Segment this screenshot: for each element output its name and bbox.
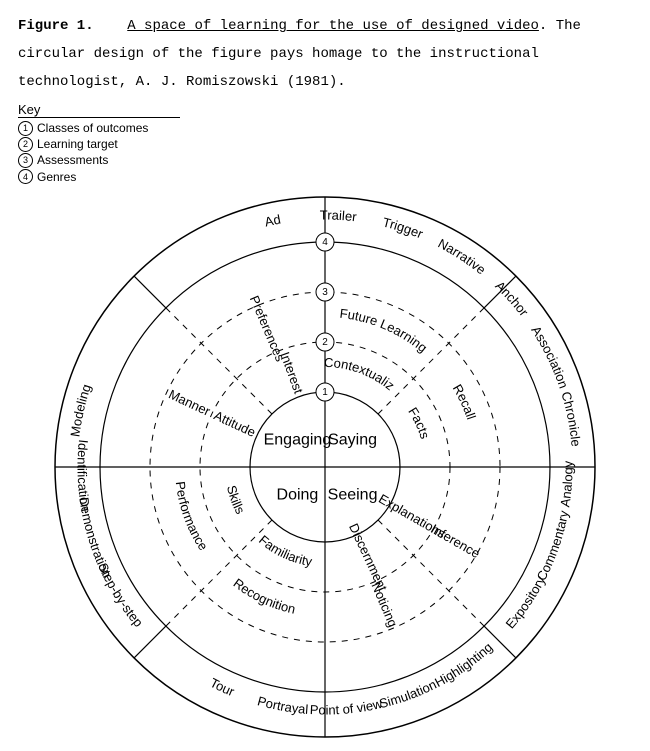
ring3-label: Recognition bbox=[231, 575, 297, 616]
key-item-number: 3 bbox=[18, 153, 33, 168]
key-block: Key 1 Classes of outcomes 2 Learning target… bbox=[18, 102, 632, 185]
figure-title: A space of learning for the use of desig… bbox=[127, 18, 539, 34]
ring4-label: Modeling bbox=[67, 382, 94, 438]
ring4-label: Highlighting bbox=[432, 639, 495, 689]
key-item: 2 Learning target bbox=[18, 136, 632, 152]
key-item-number: 1 bbox=[18, 121, 33, 136]
ring2-label: Skills bbox=[224, 484, 248, 517]
ring3-label: Noticing bbox=[369, 580, 401, 629]
key-item-label: Assessments bbox=[37, 152, 108, 168]
ring4-label: Simulation bbox=[378, 677, 439, 711]
core-label: Seeing bbox=[328, 487, 378, 504]
ring4-label: Trigger bbox=[381, 214, 426, 241]
core-label: Doing bbox=[277, 487, 319, 504]
figure-caption: Figure 1. A space of learning for the us… bbox=[18, 12, 632, 96]
ring3-label: Manner bbox=[166, 387, 213, 420]
ring4-label: Expository bbox=[503, 573, 549, 631]
ring4-label: Narrative bbox=[436, 236, 489, 278]
ring-marker-number: 3 bbox=[322, 287, 328, 298]
ring4-label: Chronicle bbox=[558, 390, 583, 448]
ring3-label: Performance bbox=[173, 481, 211, 554]
ring3-label: Inference bbox=[428, 521, 482, 561]
key-item: 4 Genres bbox=[18, 169, 632, 185]
ring-marker-number: 4 bbox=[322, 237, 328, 248]
ring4-label: Commentary bbox=[534, 509, 572, 583]
ring4-label: Identification bbox=[74, 439, 93, 513]
key-item-label: Learning target bbox=[37, 136, 118, 152]
outer-spoke bbox=[134, 626, 166, 658]
ring4-label: Portrayal bbox=[256, 693, 309, 717]
figure-label: Figure 1. bbox=[18, 18, 94, 34]
key-item-number: 4 bbox=[18, 169, 33, 184]
ring-marker-number: 1 bbox=[322, 387, 328, 398]
ring4-label: Ad bbox=[263, 212, 282, 230]
ring3-label: Recall bbox=[450, 382, 479, 422]
ring4-label: Tour bbox=[208, 675, 238, 699]
diagram: 1234EngagingSayingDoingSeeingInterestCon… bbox=[0, 187, 650, 747]
mid-spoke bbox=[166, 520, 272, 626]
ring3-label: Future Learning bbox=[339, 306, 430, 356]
ring4-label: Anchor bbox=[492, 278, 532, 320]
ring4-label: Trailer bbox=[320, 207, 358, 224]
ring4-label: Association bbox=[528, 323, 571, 390]
key-item-label: Genres bbox=[37, 169, 76, 185]
key-item: 3 Assessments bbox=[18, 152, 632, 168]
ring2-label: Attitude bbox=[212, 408, 258, 440]
key-title: Key bbox=[18, 102, 180, 118]
key-item: 1 Classes of outcomes bbox=[18, 120, 632, 136]
core-label: Saying bbox=[328, 431, 377, 448]
ring2-label: Facts bbox=[405, 405, 433, 442]
ring2-label: Familiarity bbox=[256, 532, 314, 569]
ring-marker-number: 2 bbox=[322, 337, 328, 348]
key-item-number: 2 bbox=[18, 137, 33, 152]
ring4-label: Point of view bbox=[310, 696, 385, 718]
outer-spoke bbox=[134, 276, 166, 308]
ring3-label: Preferences bbox=[247, 293, 288, 364]
key-item-label: Classes of outcomes bbox=[37, 120, 148, 136]
core-label: Engaging bbox=[264, 431, 332, 448]
